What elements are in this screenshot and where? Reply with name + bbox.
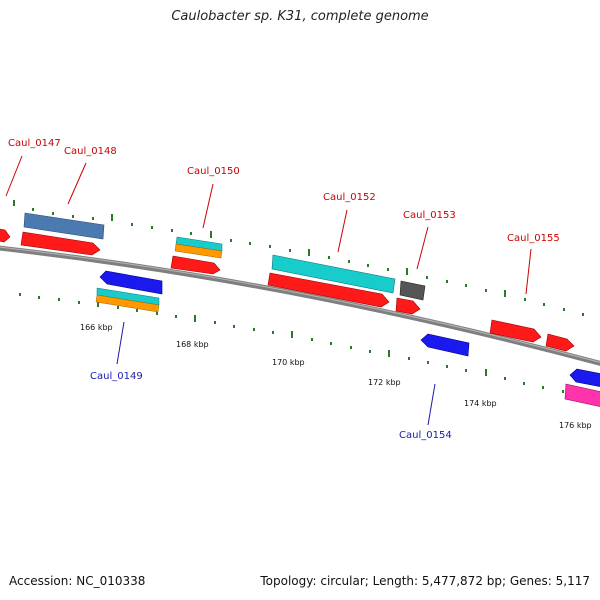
- gene-arrow-caul-0148[interactable]: [20, 231, 101, 256]
- gene-labels: Caul_0147 Caul_0148 Caul_0149 Caul_0150 …: [8, 138, 560, 441]
- gene-arrow-caul-0152[interactable]: [267, 272, 390, 308]
- scale-label-166: 166 kbp: [80, 323, 113, 332]
- upper-tick-row: [13, 200, 584, 316]
- gene-label-caul-0152: Caul_0152: [323, 192, 376, 203]
- gene-label-caul-0148: Caul_0148: [64, 146, 117, 157]
- feature-bar-steel: [23, 212, 105, 240]
- gene-arrow-caul-0147[interactable]: [0, 228, 11, 243]
- page-title: Caulobacter sp. K31, complete genome: [171, 9, 429, 24]
- feature-bar-pink: [564, 383, 600, 407]
- gene-label-caul-0155: Caul_0155: [507, 233, 560, 244]
- genome-backbone: [0, 245, 600, 366]
- gene-arrow-caul-0150[interactable]: [170, 255, 221, 275]
- gene-label-caul-0154: Caul_0154: [399, 430, 452, 441]
- label-leaders: [5, 155, 532, 426]
- gene-feature-bars: [23, 212, 600, 407]
- scale-label-176: 176 kbp: [559, 421, 592, 430]
- accession-text: Accession: NC_010338: [9, 574, 146, 588]
- feature-bar-orange-0150: [174, 243, 223, 259]
- forward-genes: [0, 228, 575, 352]
- gene-arrow-caul-0155b[interactable]: [545, 333, 575, 352]
- gene-arrow-caul-0156[interactable]: [569, 368, 600, 387]
- gene-label-caul-0150: Caul_0150: [187, 166, 240, 177]
- reverse-genes: [99, 270, 600, 387]
- gene-arrow-caul-0149[interactable]: [99, 270, 163, 295]
- gene-arrow-caul-0155a[interactable]: [489, 319, 542, 343]
- scale-label-170: 170 kbp: [272, 358, 305, 367]
- gene-label-caul-0149: Caul_0149: [90, 371, 143, 382]
- scale-label-168: 168 kbp: [176, 340, 209, 349]
- feature-bar-cyan-0152: [271, 254, 396, 294]
- gene-arrow-caul-0153[interactable]: [395, 297, 421, 315]
- gene-arrow-caul-0154[interactable]: [420, 333, 470, 357]
- gene-label-caul-0153: Caul_0153: [403, 210, 456, 221]
- scale-label-172: 172 kbp: [368, 378, 401, 387]
- gene-label-caul-0147: Caul_0147: [8, 138, 61, 149]
- genome-backbone-highlight: [0, 246, 600, 363]
- feature-bar-gray-0153: [399, 280, 426, 301]
- scale-labels: 166 kbp 168 kbp 170 kbp 172 kbp 174 kbp …: [80, 323, 592, 430]
- genome-summary-text: Topology: circular; Length: 5,477,872 bp…: [260, 574, 590, 588]
- feature-bar-orange-0149: [95, 294, 160, 313]
- scale-label-174: 174 kbp: [464, 399, 497, 408]
